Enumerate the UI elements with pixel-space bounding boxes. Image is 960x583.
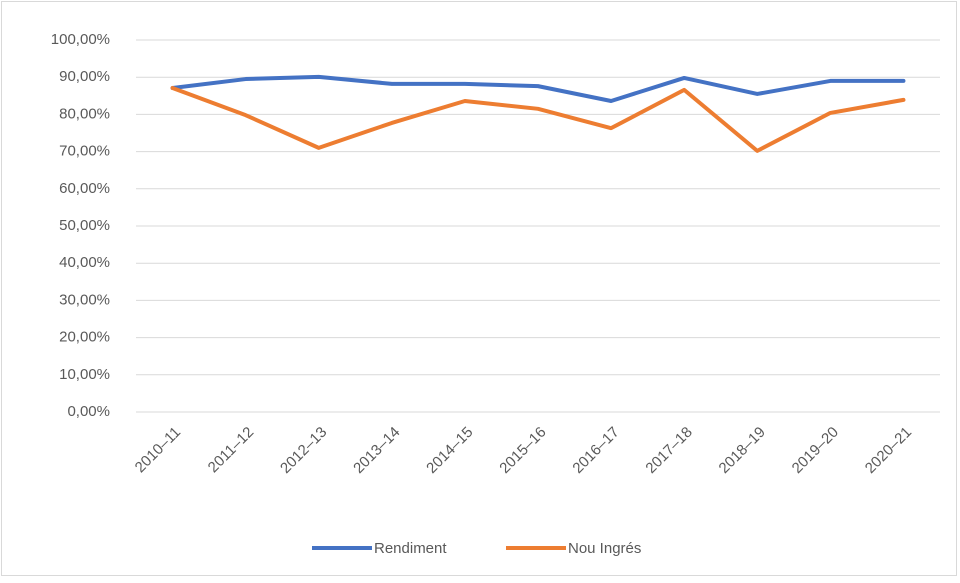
legend-label: Nou Ingrés [568,540,641,557]
y-tick-label: 20,00% [59,329,110,346]
y-tick-label: 40,00% [59,254,110,271]
y-tick-label: 80,00% [59,105,110,122]
y-tick-label: 0,00% [67,403,110,420]
y-tick-label: 100,00% [51,31,110,48]
y-tick-label: 70,00% [59,143,110,160]
y-tick-label: 50,00% [59,217,110,234]
y-tick-label: 10,00% [59,366,110,383]
legend-label: Rendiment [374,540,447,557]
series-line [170,85,906,153]
y-tick-label: 60,00% [59,180,110,197]
y-tick-label: 90,00% [59,68,110,85]
series-line [170,74,906,104]
y-tick-label: 30,00% [59,291,110,308]
